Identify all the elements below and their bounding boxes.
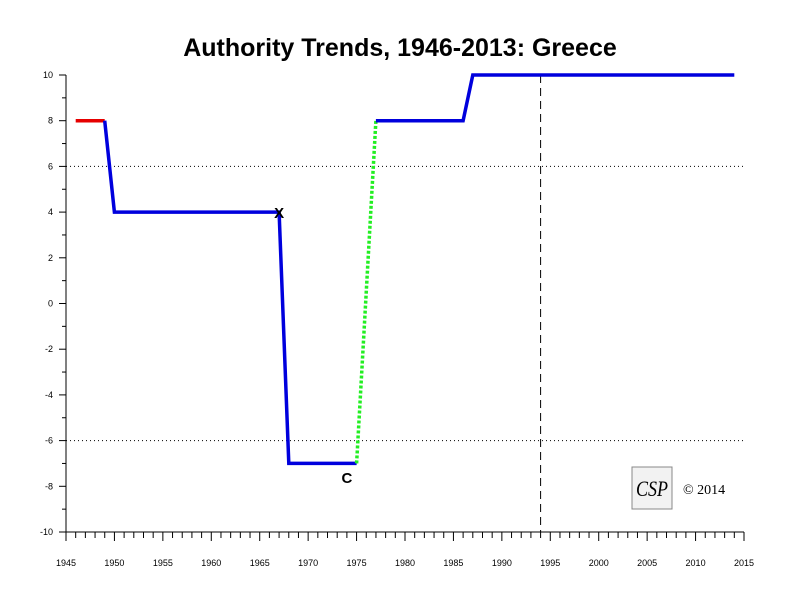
annotation-x: X [274, 205, 284, 222]
y-tick-label: 6 [48, 161, 53, 171]
reference-lines [66, 75, 744, 532]
copyright: © 2014 [683, 483, 725, 498]
series-line-3 [354, 120, 378, 464]
x-tick-label: 1985 [443, 558, 463, 568]
x-tick-label: 1950 [104, 558, 124, 568]
y-tick-label: -10 [40, 527, 53, 537]
series-group [75, 73, 735, 466]
y-tick-label: -8 [45, 481, 53, 491]
y-tick-label: -4 [45, 390, 53, 400]
x-tick-label: 1995 [540, 558, 560, 568]
chart-title: Authority Trends, 1946-2013: Greece [183, 34, 617, 62]
x-tick-label: 1980 [395, 558, 415, 568]
y-tick-label: 2 [48, 253, 53, 263]
x-tick-label: 1965 [250, 558, 270, 568]
x-tick-label: 1945 [56, 558, 76, 568]
logo: CSP [631, 466, 673, 510]
series-line-4 [375, 73, 735, 123]
series-line-2 [102, 120, 357, 466]
x-tick-label: 1970 [298, 558, 318, 568]
logo-box [631, 466, 673, 510]
x-tick-label: 2005 [637, 558, 657, 568]
x-tick-label: 1960 [201, 558, 221, 568]
axes: 10 8 6 4 2 0 -2 -4 -6 -8 -10 1945 1950 1955 1960 1965 19… [40, 70, 754, 568]
y-tick-label: 8 [48, 116, 53, 126]
x-tick-label: 1990 [492, 558, 512, 568]
y-tick-label: 0 [48, 299, 53, 309]
x-tick-label: 2000 [589, 558, 609, 568]
x-tick-label: 1955 [153, 558, 173, 568]
x-tick-label: 2010 [686, 558, 706, 568]
y-tick-label: -2 [45, 344, 53, 354]
annotations: XC [274, 205, 352, 487]
x-tick-label: 2015 [734, 558, 754, 568]
y-tick-label: 10 [43, 70, 53, 80]
y-tick-label: -6 [45, 436, 53, 446]
x-tick-label: 1975 [347, 558, 367, 568]
y-tick-label: 4 [48, 207, 53, 217]
logo-text: CSP [636, 476, 668, 501]
annotation-c: C [341, 470, 352, 487]
